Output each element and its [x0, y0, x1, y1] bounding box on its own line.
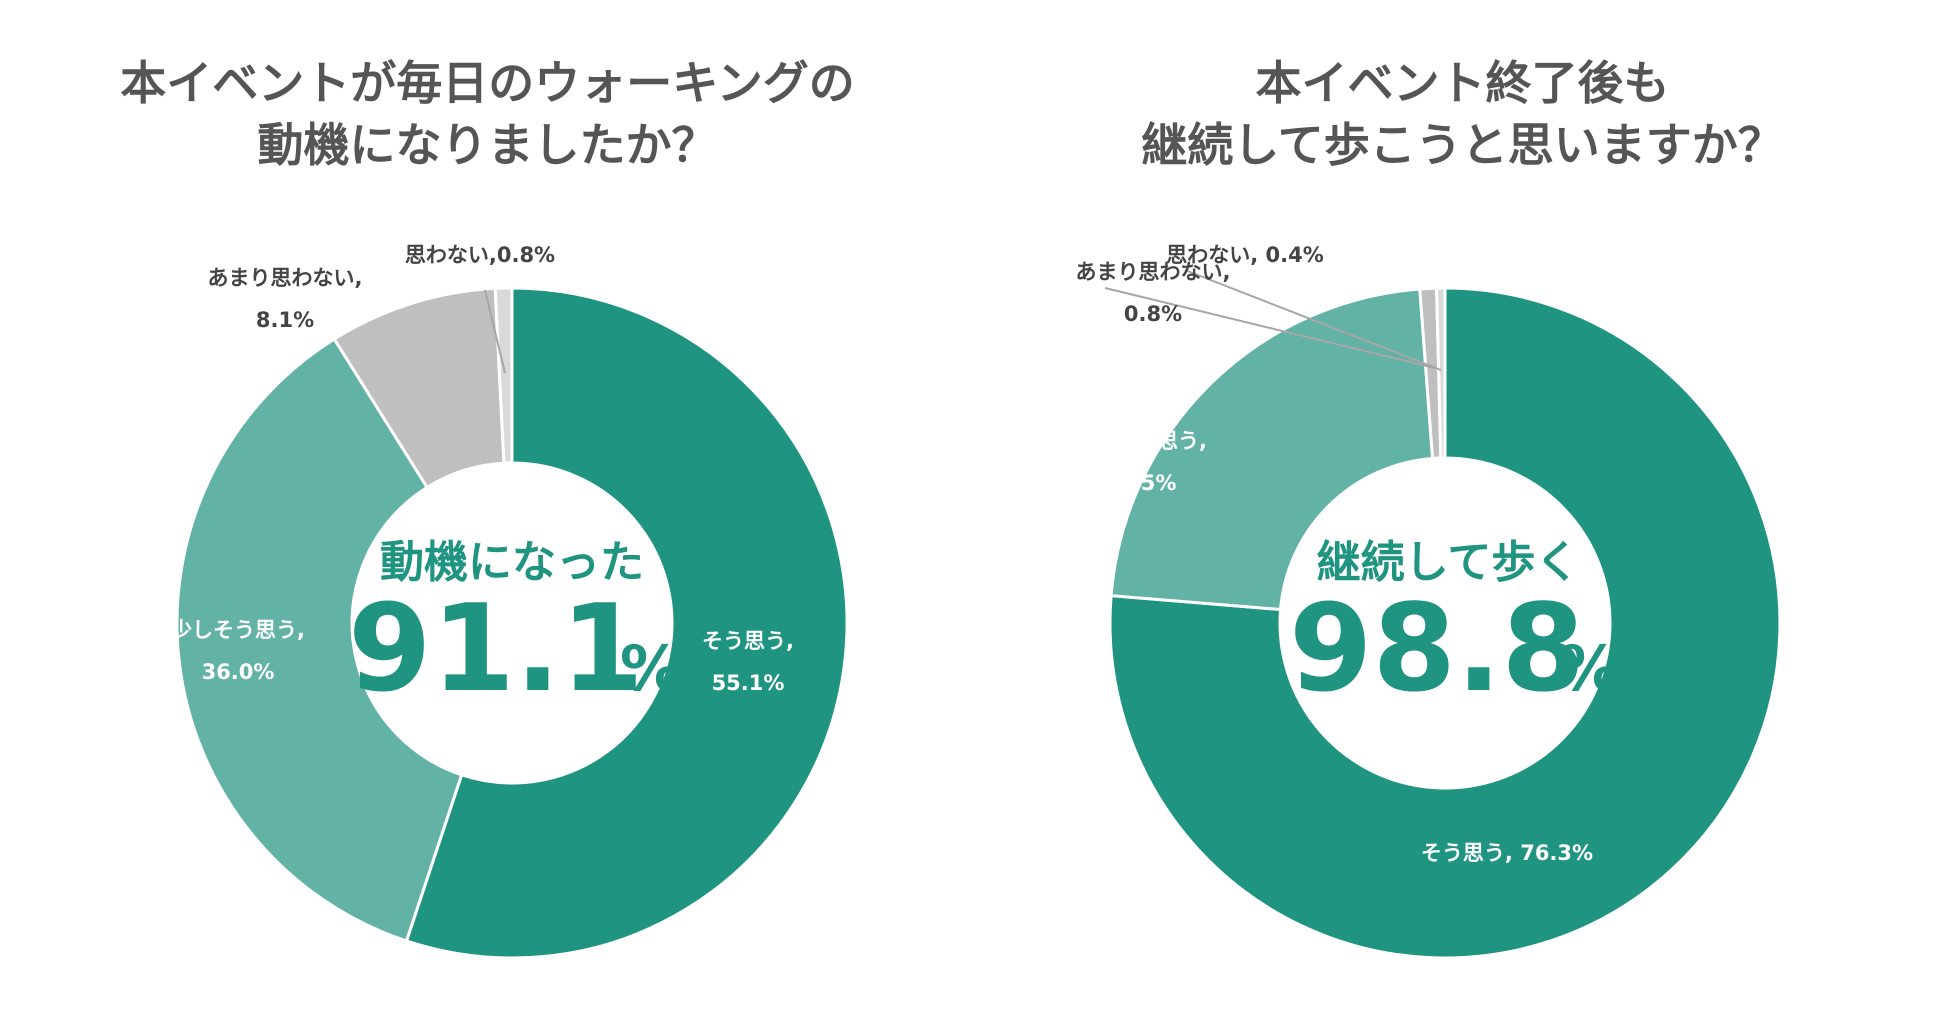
donut-slice	[1108, 286, 1782, 960]
center-heading: 継続して歩く	[1317, 537, 1580, 588]
slice-label: 22.5%	[1104, 471, 1177, 495]
slice-label: 少しそう思う,	[170, 618, 305, 642]
donut-chart-motivation: そう思う, 55.1% 少しそう思う, 36.0% あまり思わない, 8.1% 思わない,0…	[170, 243, 849, 960]
donut-slice	[175, 336, 464, 943]
center-value: 91.1	[348, 580, 644, 719]
slice-label: そう思う,	[702, 629, 794, 653]
center-unit: %	[620, 632, 682, 705]
chart-title-continuation: 本イベント終了後も 継続して歩こうと思いますか？	[975, 52, 1950, 176]
slice-label: 36.0%	[202, 660, 275, 684]
slice-label: 思わない,0.8%	[405, 243, 555, 267]
center-value: 98.8	[1289, 580, 1585, 719]
slice-label: 8.1%	[256, 308, 314, 332]
leader-line	[484, 289, 506, 374]
slice-label: 55.1%	[712, 671, 785, 695]
slice-label: あまり思わない,	[1076, 260, 1231, 284]
slice-label: そう思う, 76.3%	[1421, 841, 1593, 865]
leader-line	[1104, 287, 1436, 369]
chart-title-line: 継続して歩こうと思いますか？	[1141, 118, 1784, 172]
donut-slice	[1109, 287, 1435, 612]
leader-line	[1184, 269, 1442, 371]
chart-panel-motivation: 本イベントが毎日のウォーキングの 動機になりましたか？ そう思う, 55.1% 少し…	[0, 52, 975, 960]
center-heading: 動機になった	[380, 537, 644, 588]
chart-title-line: 本イベント終了後も	[1255, 56, 1670, 110]
donut-slice	[404, 286, 849, 960]
donut-slice	[493, 286, 514, 465]
slice-label: 少しそう思う,	[1072, 429, 1207, 453]
chart-title-motivation: 本イベントが毎日のウォーキングの 動機になりましたか？	[0, 52, 975, 176]
slice-label: あまり思わない,	[208, 266, 363, 290]
donut-slice	[1435, 286, 1447, 460]
slice-label: 0.8%	[1124, 302, 1182, 326]
donut-chart-continuation: そう思う, 76.3% 少しそう思う, 22.5% あまり思わない, 0.8% 思わない,…	[1072, 243, 1782, 960]
slice-label: 思わない, 0.4%	[1166, 243, 1324, 267]
chart-panel-continuation: 本イベント終了後も 継続して歩こうと思いますか？ そう思う, 76.3% 少しそう…	[975, 0, 1950, 1023]
chart-title-line: 本イベントが毎日のウォーキングの	[120, 56, 855, 110]
center-unit: %	[1558, 632, 1620, 705]
chart-title-line: 動機になりましたか？	[257, 118, 718, 172]
